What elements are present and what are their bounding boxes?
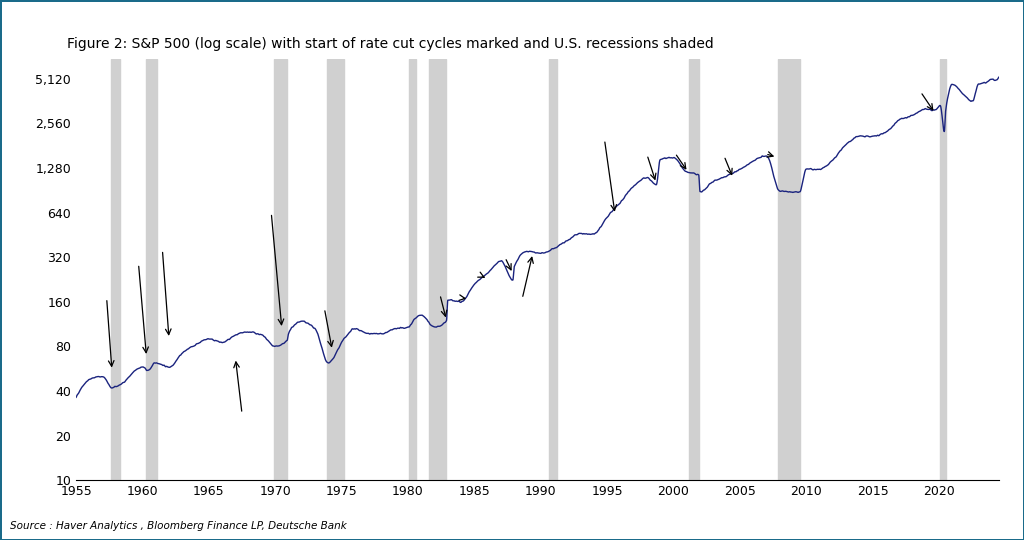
Text: Figure 2: S&P 500 (log scale) with start of rate cut cycles marked and U.S. rece: Figure 2: S&P 500 (log scale) with start… xyxy=(67,37,714,51)
Bar xyxy=(689,59,698,480)
Bar xyxy=(549,59,557,480)
Bar xyxy=(410,59,416,480)
Bar xyxy=(273,59,287,480)
Bar xyxy=(111,59,120,480)
Bar xyxy=(940,59,945,480)
Bar xyxy=(429,59,446,480)
Bar xyxy=(778,59,800,480)
Bar xyxy=(146,59,157,480)
Text: Source : Haver Analytics , Bloomberg Finance LP, Deutsche Bank: Source : Haver Analytics , Bloomberg Fin… xyxy=(10,521,347,531)
Bar xyxy=(327,59,344,480)
